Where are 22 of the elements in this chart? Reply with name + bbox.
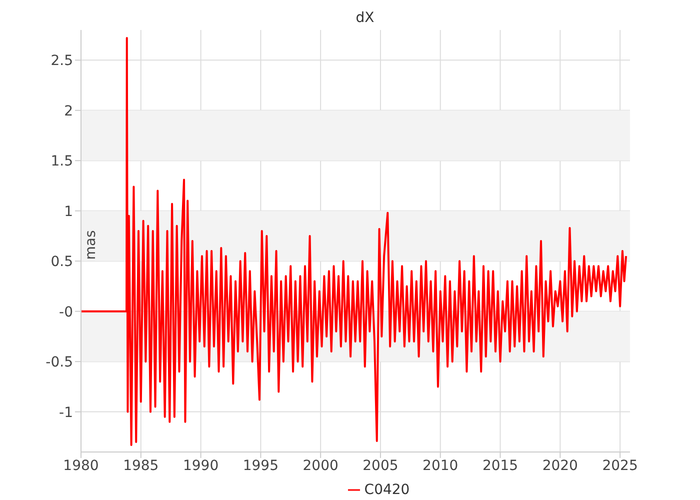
x-tick-label: 2010 — [422, 458, 458, 474]
y-tick-label: 0.5 — [50, 254, 73, 270]
x-tick-label: 1995 — [242, 458, 279, 474]
x-tick-label: 1985 — [123, 458, 159, 474]
y-tick-label: 1 — [64, 204, 73, 220]
y-tick-label: -0 — [59, 304, 73, 320]
x-tick-label: 2005 — [362, 458, 398, 474]
y-tick-label: 1.5 — [50, 154, 73, 170]
chart-title: dX — [356, 10, 375, 26]
y-tick-label: 2.5 — [50, 53, 73, 70]
y-axis-title: mas — [83, 230, 99, 260]
y-tick-label: 2 — [64, 103, 73, 120]
legend-label: C0420 — [364, 482, 410, 498]
x-tick-label: 1990 — [182, 458, 219, 474]
line-series — [81, 37, 628, 446]
x-tick-label: 1980 — [63, 458, 99, 474]
y-tick-label: -1 — [59, 404, 73, 421]
x-tick-label: 2015 — [482, 458, 518, 474]
x-tick-label: 2020 — [542, 458, 578, 474]
x-tick-label: 2000 — [302, 458, 338, 474]
x-tick-label: 2025 — [602, 458, 638, 474]
y-tick-label: -0.5 — [46, 354, 73, 371]
